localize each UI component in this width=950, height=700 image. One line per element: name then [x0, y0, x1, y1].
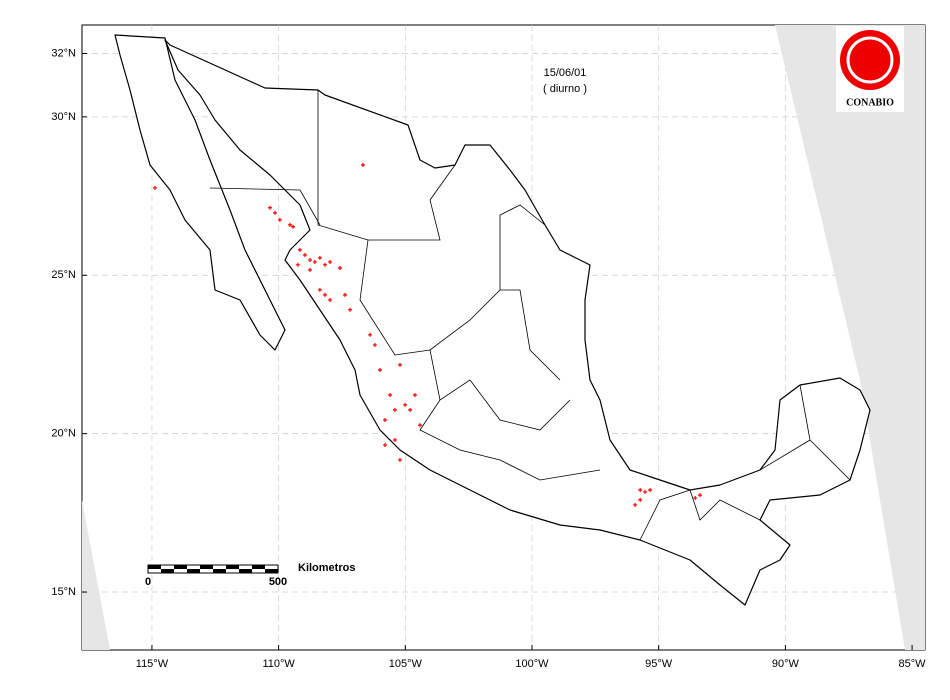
hotspot	[383, 443, 388, 448]
hotspot	[638, 497, 643, 502]
hotspot	[343, 292, 348, 297]
logo-text: CONABIO	[846, 97, 894, 108]
hotspot	[397, 362, 402, 367]
hotspot	[302, 252, 307, 257]
logo: CONABIO	[836, 26, 904, 112]
hotspot	[392, 407, 397, 412]
y-tick-label: 20°N	[51, 428, 76, 440]
x-tick-label: 85°W	[899, 658, 927, 670]
scale-tick: 500	[269, 576, 287, 588]
x-tick-label: 95°W	[645, 658, 673, 670]
hotspot	[308, 258, 313, 263]
x-tick-label: 105°W	[389, 658, 423, 670]
y-tick-label: 25°N	[51, 269, 76, 281]
hotspot	[328, 297, 333, 302]
hotspot	[317, 255, 322, 260]
hotspot	[368, 332, 373, 337]
hotspot	[643, 489, 648, 494]
hotspot	[633, 502, 638, 507]
hotspot	[337, 265, 342, 270]
hotspot	[392, 437, 397, 442]
x-tick-label: 115°W	[136, 658, 169, 670]
hotspot	[312, 259, 317, 264]
no-coverage	[82, 500, 110, 650]
hotspot	[152, 185, 157, 190]
hotspot	[348, 307, 353, 312]
scale-label: Kilometros	[298, 562, 355, 574]
hotspot	[295, 262, 300, 267]
hotspot	[693, 495, 698, 500]
hotspot	[383, 418, 388, 423]
hotspot	[697, 493, 702, 498]
hotspot	[273, 210, 278, 215]
hotspot	[388, 392, 393, 397]
state-borders	[209, 90, 851, 541]
period: ( diurno )	[543, 83, 587, 95]
logo-emblem-ring	[846, 36, 894, 84]
x-tick-label: 90°W	[772, 658, 800, 670]
hotspot	[372, 342, 377, 347]
scale-bar: 0 500 Kilometros	[145, 562, 356, 588]
hotspot	[277, 217, 282, 222]
x-tick-label: 100°W	[515, 658, 549, 670]
mexico-mainland	[164, 39, 871, 606]
hotspot	[322, 262, 327, 267]
hotspot	[412, 392, 417, 397]
hotspot	[361, 163, 365, 168]
hotspot	[403, 402, 408, 407]
no-coverage	[775, 25, 925, 650]
y-tick-label: 30°N	[51, 111, 76, 123]
y-tick-label: 32°N	[51, 47, 76, 59]
x-tick-label: 110°W	[262, 658, 295, 670]
hotspot	[322, 292, 327, 297]
hotspot	[297, 247, 302, 252]
hotspot	[317, 287, 322, 292]
hotspot	[397, 457, 402, 462]
baja-california	[114, 34, 286, 351]
scale-tick: 0	[145, 576, 151, 588]
hotspot	[418, 423, 423, 428]
hotspot	[408, 407, 413, 412]
hotspot	[648, 488, 653, 493]
date: 15/06/01	[544, 67, 587, 79]
hotspot	[308, 267, 313, 272]
hotspot	[328, 259, 333, 264]
hotspot	[268, 205, 273, 210]
hotspot	[638, 488, 643, 493]
hotspot	[291, 224, 296, 229]
hotspot	[288, 222, 293, 227]
y-tick-label: 15°N	[51, 586, 76, 598]
hotspot	[377, 367, 382, 372]
scale-bar-pattern	[148, 565, 278, 573]
